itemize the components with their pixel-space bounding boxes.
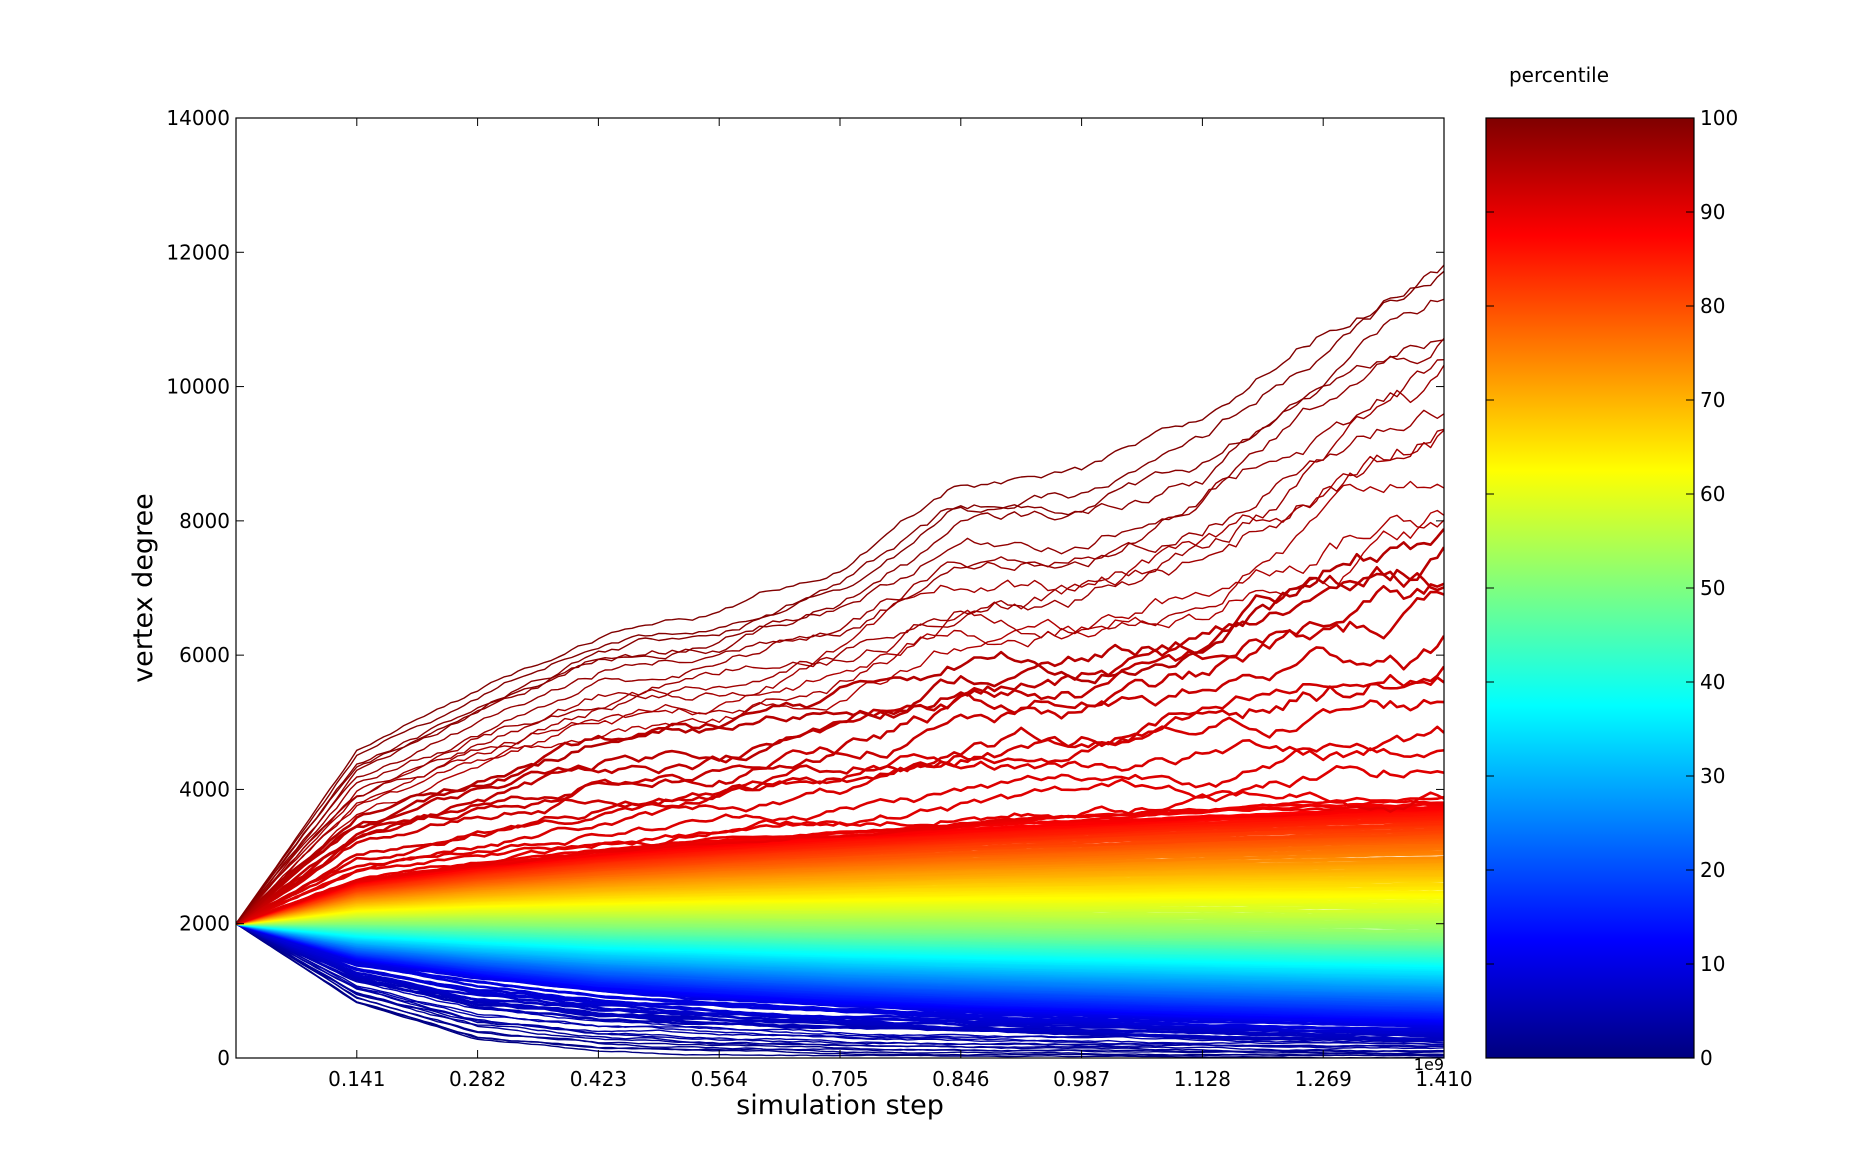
- percentile-series-line: [236, 364, 1444, 925]
- percentile-series-line: [236, 528, 1444, 925]
- x-axis-label: simulation step: [736, 1090, 944, 1121]
- y-tick-label: 8000: [179, 509, 230, 533]
- percentile-series-line: [236, 514, 1444, 925]
- x-tick-label: 0.282: [449, 1067, 506, 1091]
- percentile-series-line: [236, 339, 1444, 925]
- percentile-series-line: [236, 359, 1444, 925]
- percentile-series-line: [236, 922, 1444, 1032]
- percentile-series-line: [236, 337, 1444, 925]
- percentile-series-line: [236, 923, 1444, 1046]
- colorbar-tick-label: 90: [1700, 200, 1725, 224]
- percentile-series-line: [236, 429, 1444, 925]
- colorbar-tick-label: 60: [1700, 482, 1725, 506]
- colorbar-ticks: 0 10 20 30 40 50 60 70 80 90 100: [1486, 106, 1738, 1070]
- colorbar-tick-label: 20: [1700, 858, 1725, 882]
- y-axis-label: vertex degree: [128, 493, 159, 683]
- percentile-series-line: [236, 795, 1444, 925]
- x-tick-label: 0.564: [691, 1067, 748, 1091]
- percentile-series-line: [236, 298, 1444, 925]
- colorbar-tick-label: 80: [1700, 294, 1725, 318]
- x-tick-label: 1.410: [1415, 1067, 1472, 1091]
- colorbar-tick-label: 70: [1700, 388, 1725, 412]
- x-tick-label: 0.846: [932, 1067, 989, 1091]
- x-axis-ticks: 0.141 0.282 0.423 0.564 0.705 0.846 0.987 1.128…: [328, 118, 1473, 1091]
- x-tick-label: 1.269: [1295, 1067, 1352, 1091]
- colorbar-tick-label: 10: [1700, 952, 1725, 976]
- percentile-series-line: [236, 566, 1444, 925]
- percentile-series-line: [236, 923, 1444, 1053]
- colorbar-tick-label: 0: [1700, 1046, 1713, 1070]
- colorbar-tick-label: 50: [1700, 576, 1725, 600]
- percentile-series-line: [236, 698, 1444, 925]
- colorbar-tick-label: 100: [1700, 106, 1738, 130]
- percentile-series-line: [236, 923, 1444, 1046]
- percentile-series-line: [236, 922, 1444, 1041]
- y-tick-label: 14000: [166, 106, 230, 130]
- percentile-series-line: [236, 922, 1444, 1029]
- percentile-series-line: [236, 765, 1444, 925]
- y-tick-label: 0: [217, 1046, 230, 1070]
- colorbar: [1486, 118, 1694, 1058]
- x-tick-label: 1.128: [1174, 1067, 1231, 1091]
- x-tick-label: 0.423: [570, 1067, 627, 1091]
- y-tick-label: 4000: [179, 777, 230, 801]
- y-axis-ticks: 0 2000 4000 6000 8000 10000 12000 14000: [166, 106, 1444, 1070]
- plot-area: [236, 264, 1444, 1058]
- x-tick-label: 0.141: [328, 1067, 385, 1091]
- percentile-series-line: [236, 673, 1444, 925]
- y-tick-label: 10000: [166, 375, 230, 399]
- percentile-series-line: [236, 428, 1444, 925]
- percentile-series-line: [236, 747, 1444, 925]
- x-tick-label: 0.705: [811, 1067, 868, 1091]
- colorbar-title: percentile: [1509, 63, 1609, 87]
- percentile-series-line: [236, 264, 1444, 925]
- percentile-series-line: [236, 635, 1444, 925]
- colorbar-tick-label: 40: [1700, 670, 1725, 694]
- y-tick-label: 6000: [179, 643, 230, 667]
- percentile-series-line: [236, 409, 1444, 925]
- x-tick-label: 0.987: [1053, 1067, 1110, 1091]
- y-tick-label: 12000: [166, 240, 230, 264]
- percentile-series-line: [236, 923, 1444, 1048]
- x-offset-label: 1e9: [1414, 1055, 1444, 1074]
- percentile-series-line: [236, 665, 1444, 925]
- colorbar-tick-label: 30: [1700, 764, 1725, 788]
- percentile-series-line: [236, 509, 1444, 925]
- y-tick-label: 2000: [179, 912, 230, 936]
- percentile-series-line: [236, 725, 1444, 925]
- percentile-series-line: [236, 270, 1444, 925]
